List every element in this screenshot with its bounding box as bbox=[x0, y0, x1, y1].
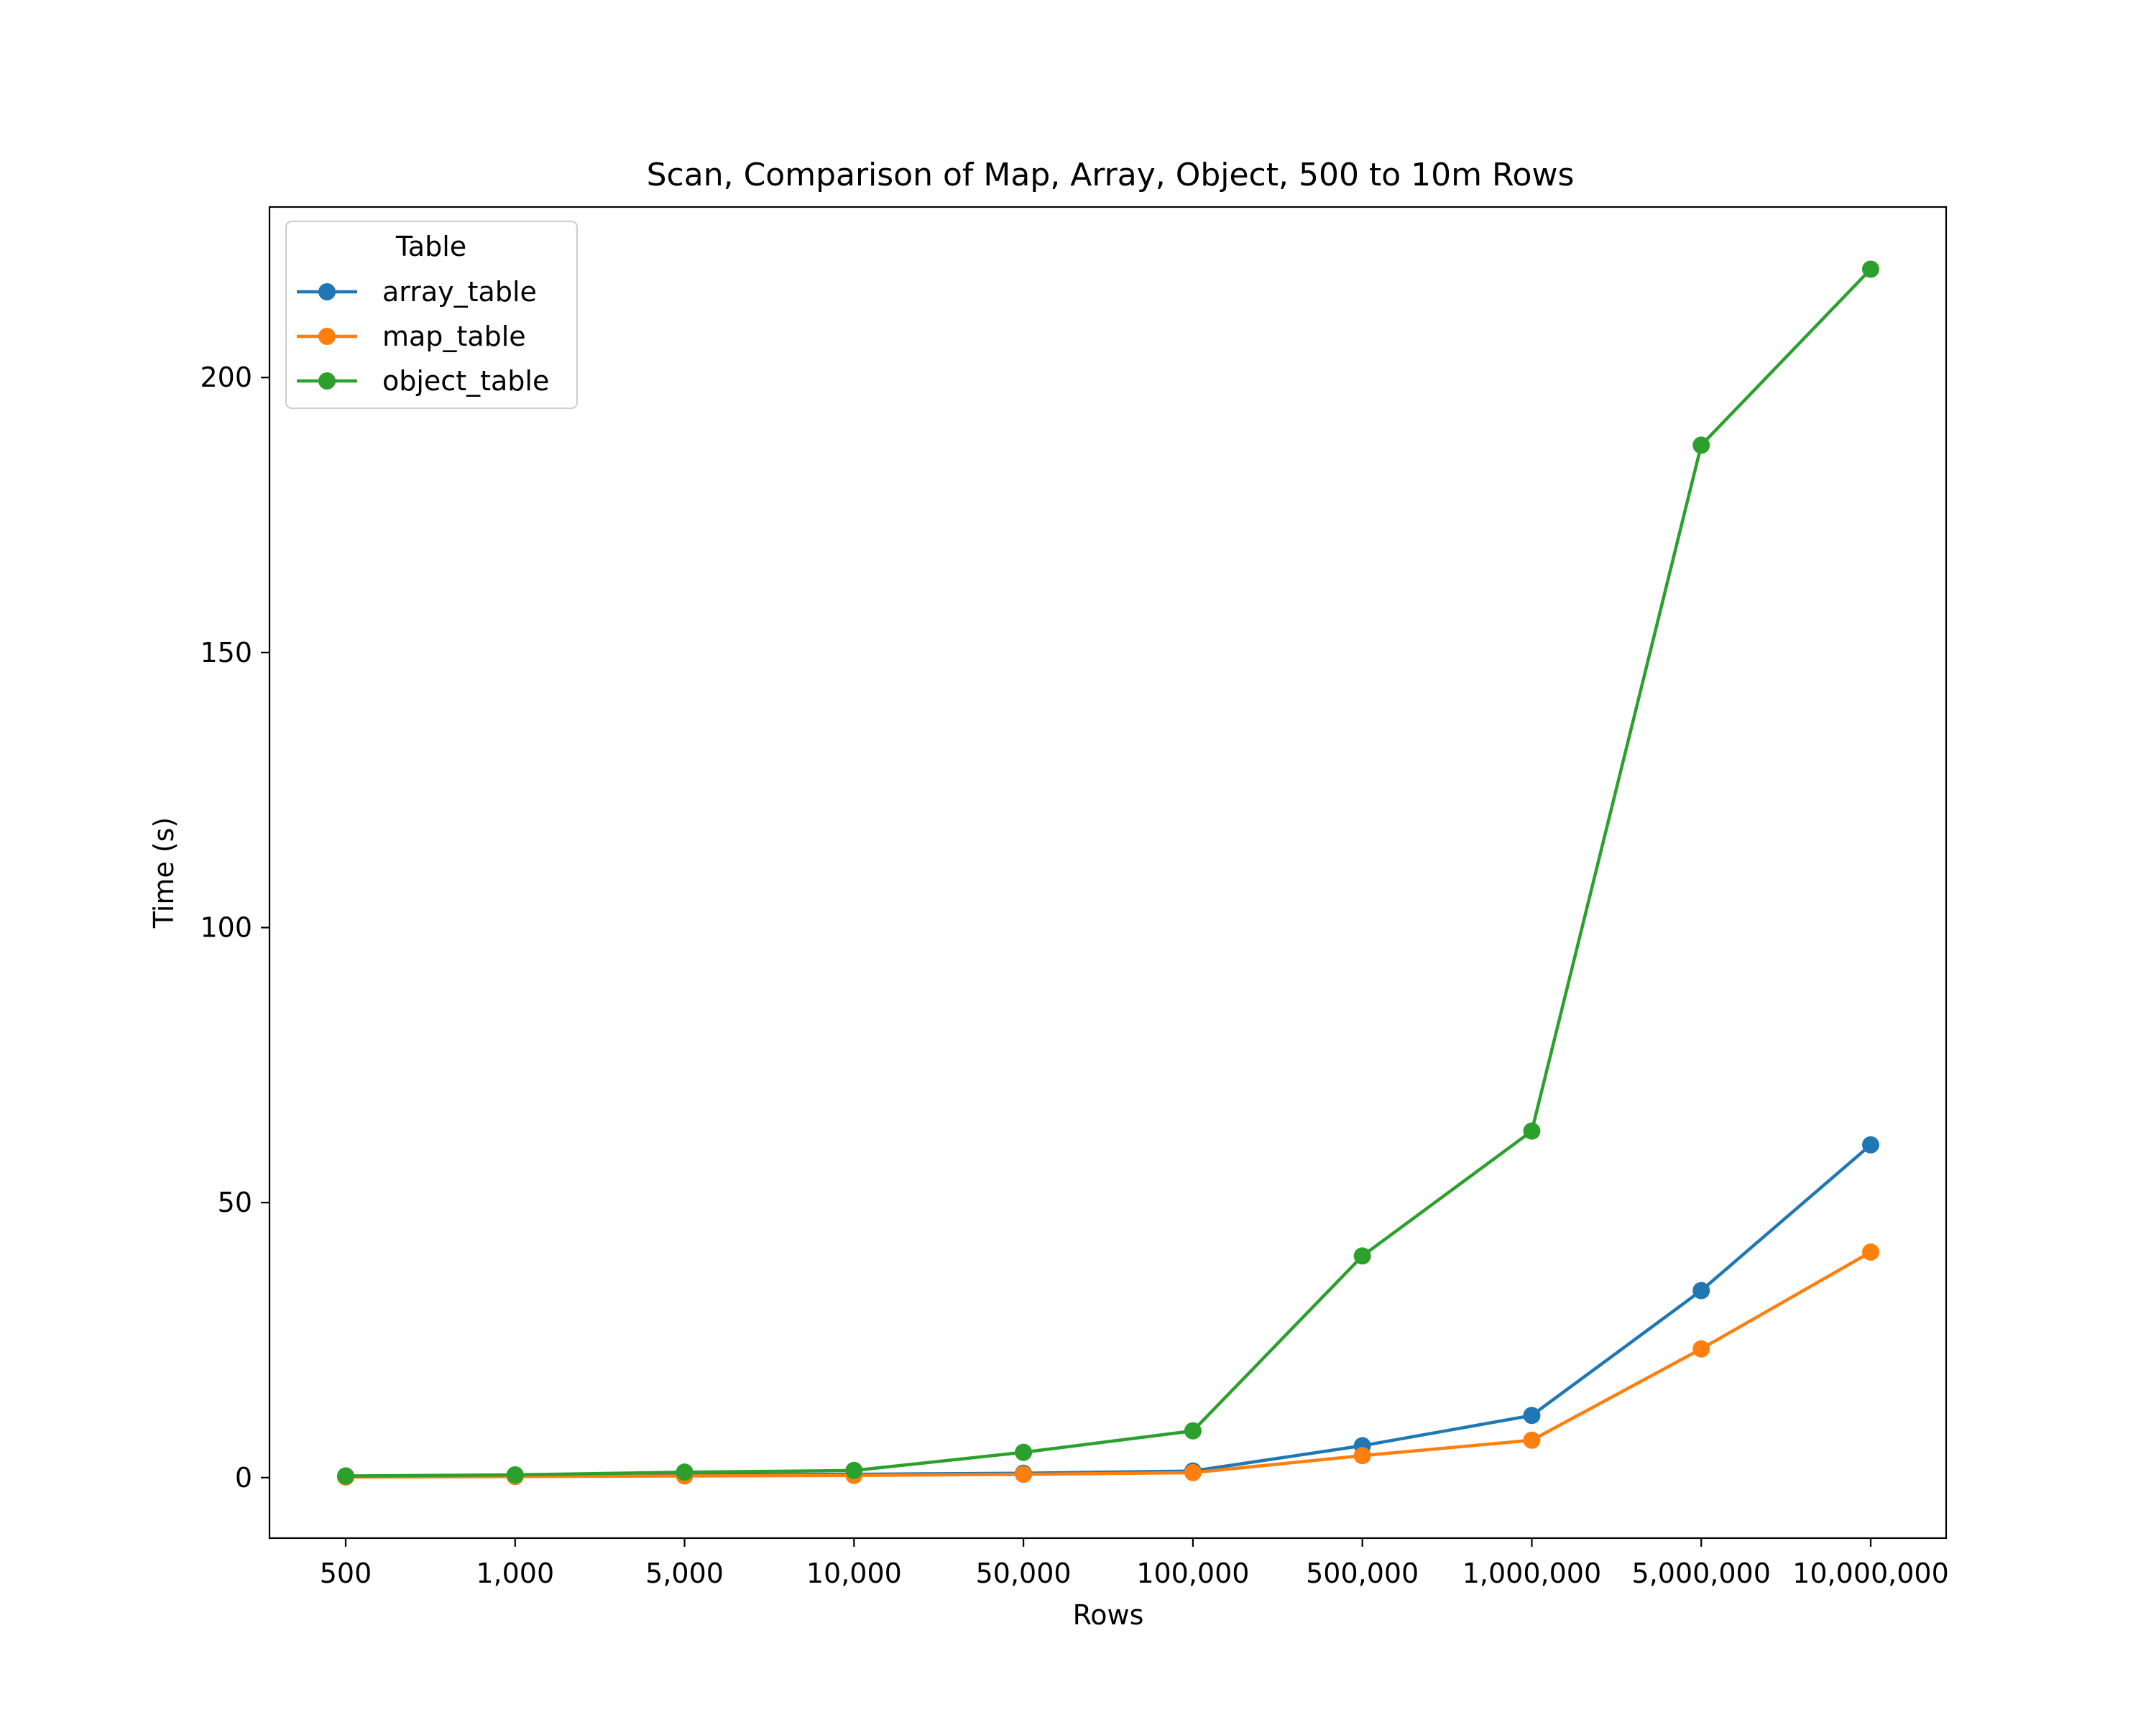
y-axis: 0 50 100 150 200 bbox=[200, 362, 270, 1494]
x-tick-label: 10,000,000 bbox=[1792, 1558, 1949, 1589]
data-point-object_table bbox=[1184, 1422, 1202, 1440]
data-point-object_table bbox=[506, 1466, 524, 1484]
data-point-map_table bbox=[1353, 1447, 1371, 1465]
legend-label-map_table: map_table bbox=[382, 321, 526, 352]
data-point-array_table bbox=[1862, 1136, 1879, 1154]
legend-marker-object_table bbox=[318, 372, 336, 390]
x-tick-label: 5,000 bbox=[645, 1558, 724, 1589]
series-line-map_table bbox=[345, 1251, 1872, 1479]
series-layer bbox=[337, 260, 1879, 1486]
x-tick-label: 1,000 bbox=[476, 1558, 554, 1589]
legend: Table array_table map_table object_table bbox=[285, 221, 578, 409]
x-tick-label: 500,000 bbox=[1306, 1558, 1419, 1589]
x-tick-label: 100,000 bbox=[1136, 1558, 1249, 1589]
legend-label-array_table: array_table bbox=[382, 276, 537, 308]
x-tick-label: 5,000,000 bbox=[1632, 1558, 1771, 1589]
data-point-array_table bbox=[1692, 1282, 1710, 1300]
x-tick-label: 500 bbox=[320, 1558, 372, 1589]
legend-marker-map_table bbox=[318, 328, 336, 345]
series-line-object_table bbox=[345, 267, 1872, 1478]
legend-label-object_table: object_table bbox=[382, 365, 549, 397]
y-tick-label: 100 bbox=[200, 912, 252, 944]
data-point-object_table bbox=[1692, 436, 1710, 454]
x-tick-label: 50,000 bbox=[976, 1558, 1072, 1589]
data-point-object_table bbox=[1523, 1122, 1541, 1140]
plot-area: 500 1,000 5,000 10,000 50,000 100,000 500,000 1… bbox=[200, 206, 1949, 1589]
plot-frame bbox=[268, 206, 1948, 1540]
x-axis-label: Rows bbox=[1073, 1599, 1144, 1631]
x-tick-label: 1,000,000 bbox=[1462, 1558, 1601, 1589]
y-tick-label: 150 bbox=[200, 637, 252, 668]
x-tick-label: 10,000 bbox=[806, 1558, 902, 1589]
data-point-object_table bbox=[337, 1467, 354, 1485]
data-point-object_table bbox=[1353, 1247, 1371, 1265]
data-point-map_table bbox=[1862, 1243, 1879, 1261]
legend-marker-array_table bbox=[318, 283, 336, 300]
chart-title: Scan, Comparison of Map, Array, Object, … bbox=[647, 157, 1575, 193]
data-point-array_table bbox=[1523, 1407, 1541, 1425]
y-tick-label: 50 bbox=[218, 1187, 252, 1218]
data-point-map_table bbox=[1184, 1463, 1202, 1481]
legend-entries: array_table map_table object_table bbox=[297, 276, 549, 397]
data-point-object_table bbox=[1862, 260, 1879, 278]
data-point-map_table bbox=[1523, 1431, 1541, 1449]
legend-title: Table bbox=[395, 231, 466, 262]
data-point-object_table bbox=[845, 1461, 863, 1479]
y-tick-label: 200 bbox=[200, 362, 252, 393]
x-axis: 500 1,000 5,000 10,000 50,000 100,000 500,000 1… bbox=[320, 1538, 1949, 1589]
data-point-map_table bbox=[1692, 1340, 1710, 1358]
data-point-object_table bbox=[676, 1463, 694, 1481]
data-point-map_table bbox=[1015, 1466, 1033, 1484]
y-axis-label: Time (s) bbox=[148, 817, 180, 929]
series-object_table bbox=[337, 260, 1879, 1485]
legend-box bbox=[285, 221, 578, 409]
data-point-object_table bbox=[1015, 1443, 1033, 1461]
y-tick-label: 0 bbox=[235, 1462, 252, 1494]
